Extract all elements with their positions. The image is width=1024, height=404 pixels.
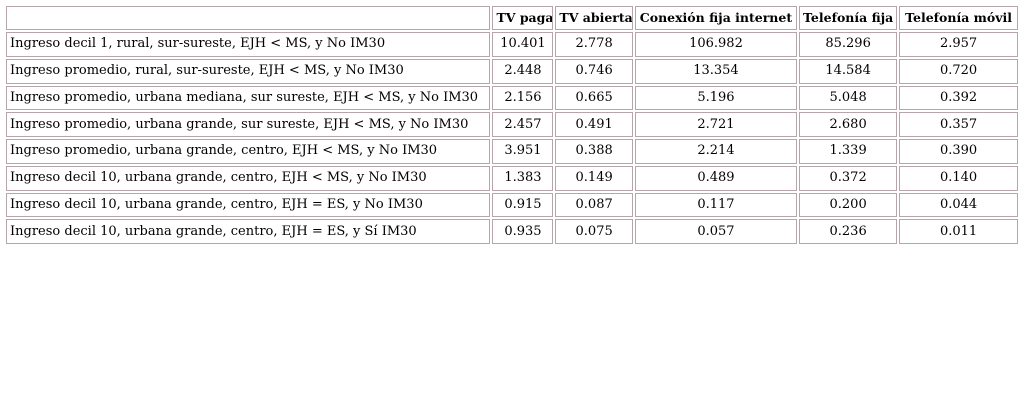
cell-tv-paga: 2.156 <box>492 85 554 111</box>
table-header: TV paga TV abierta Conexión fija interne… <box>6 6 1018 30</box>
cell-telefonia-movil: 0.392 <box>899 85 1018 111</box>
cell-tv-abierta: 2.778 <box>555 32 633 57</box>
table-row: Ingreso promedio, urbana mediana, sur su… <box>6 85 1018 111</box>
cell-telefonia-fija: 2.680 <box>799 112 898 137</box>
cell-tv-paga: 0.915 <box>492 192 554 218</box>
cell-tv-paga: 2.448 <box>492 58 554 84</box>
data-table: TV paga TV abierta Conexión fija interne… <box>4 4 1020 246</box>
cell-conexion-fija-internet: 5.196 <box>634 85 798 111</box>
cell-telefonia-fija: 1.339 <box>799 139 898 164</box>
table-row: Ingreso promedio, rural, sur-sureste, EJ… <box>6 58 1018 84</box>
cell-tv-abierta: 0.746 <box>555 58 633 84</box>
table-row: Ingreso decil 10, urbana grande, centro,… <box>6 165 1018 191</box>
table-row: Ingreso decil 1, rural, sur-sureste, EJH… <box>6 32 1018 57</box>
cell-telefonia-movil: 0.390 <box>899 139 1018 164</box>
cell-telefonia-movil: 0.720 <box>899 58 1018 84</box>
row-label: Ingreso decil 10, urbana grande, centro,… <box>6 192 491 218</box>
cell-tv-paga: 0.935 <box>492 219 554 244</box>
table-row: Ingreso decil 10, urbana grande, centro,… <box>6 219 1018 244</box>
cell-tv-abierta: 0.665 <box>555 85 633 111</box>
header-cell-label <box>6 6 491 30</box>
table-row: Ingreso promedio, urbana grande, centro,… <box>6 139 1018 164</box>
cell-telefonia-movil: 0.044 <box>899 192 1018 218</box>
row-label: Ingreso decil 10, urbana grande, centro,… <box>6 219 491 244</box>
row-label: Ingreso promedio, urbana grande, centro,… <box>6 139 491 164</box>
header-cell-telefonia-movil: Telefonía móvil <box>899 6 1018 30</box>
cell-telefonia-movil: 0.357 <box>899 112 1018 137</box>
cell-tv-paga: 3.951 <box>492 139 554 164</box>
cell-telefonia-fija: 0.200 <box>799 192 898 218</box>
cell-telefonia-movil: 0.011 <box>899 219 1018 244</box>
cell-tv-abierta: 0.087 <box>555 192 633 218</box>
cell-tv-paga: 1.383 <box>492 165 554 191</box>
cell-conexion-fija-internet: 2.214 <box>634 139 798 164</box>
row-label: Ingreso decil 1, rural, sur-sureste, EJH… <box>6 32 491 57</box>
cell-tv-abierta: 0.388 <box>555 139 633 164</box>
cell-conexion-fija-internet: 13.354 <box>634 58 798 84</box>
table-row: Ingreso promedio, urbana grande, sur sur… <box>6 112 1018 137</box>
header-cell-conexion-fija-internet: Conexión fija internet <box>634 6 798 30</box>
cell-tv-abierta: 0.075 <box>555 219 633 244</box>
header-cell-tv-abierta: TV abierta <box>555 6 633 30</box>
cell-tv-abierta: 0.491 <box>555 112 633 137</box>
row-label: Ingreso promedio, urbana mediana, sur su… <box>6 85 491 111</box>
cell-conexion-fija-internet: 106.982 <box>634 32 798 57</box>
row-label: Ingreso promedio, urbana grande, sur sur… <box>6 112 491 137</box>
cell-conexion-fija-internet: 0.489 <box>634 165 798 191</box>
cell-telefonia-movil: 2.957 <box>899 32 1018 57</box>
cell-tv-abierta: 0.149 <box>555 165 633 191</box>
cell-tv-paga: 10.401 <box>492 32 554 57</box>
cell-tv-paga: 2.457 <box>492 112 554 137</box>
table-body: Ingreso decil 1, rural, sur-sureste, EJH… <box>6 32 1018 244</box>
row-label: Ingreso decil 10, urbana grande, centro,… <box>6 165 491 191</box>
header-row: TV paga TV abierta Conexión fija interne… <box>6 6 1018 30</box>
cell-telefonia-movil: 0.140 <box>899 165 1018 191</box>
cell-conexion-fija-internet: 0.057 <box>634 219 798 244</box>
header-cell-tv-paga: TV paga <box>492 6 554 30</box>
cell-telefonia-fija: 5.048 <box>799 85 898 111</box>
header-cell-telefonia-fija: Telefonía fija <box>799 6 898 30</box>
cell-telefonia-fija: 14.584 <box>799 58 898 84</box>
cell-telefonia-fija: 0.372 <box>799 165 898 191</box>
cell-conexion-fija-internet: 2.721 <box>634 112 798 137</box>
row-label: Ingreso promedio, rural, sur-sureste, EJ… <box>6 58 491 84</box>
cell-telefonia-fija: 0.236 <box>799 219 898 244</box>
table-row: Ingreso decil 10, urbana grande, centro,… <box>6 192 1018 218</box>
cell-conexion-fija-internet: 0.117 <box>634 192 798 218</box>
cell-telefonia-fija: 85.296 <box>799 32 898 57</box>
